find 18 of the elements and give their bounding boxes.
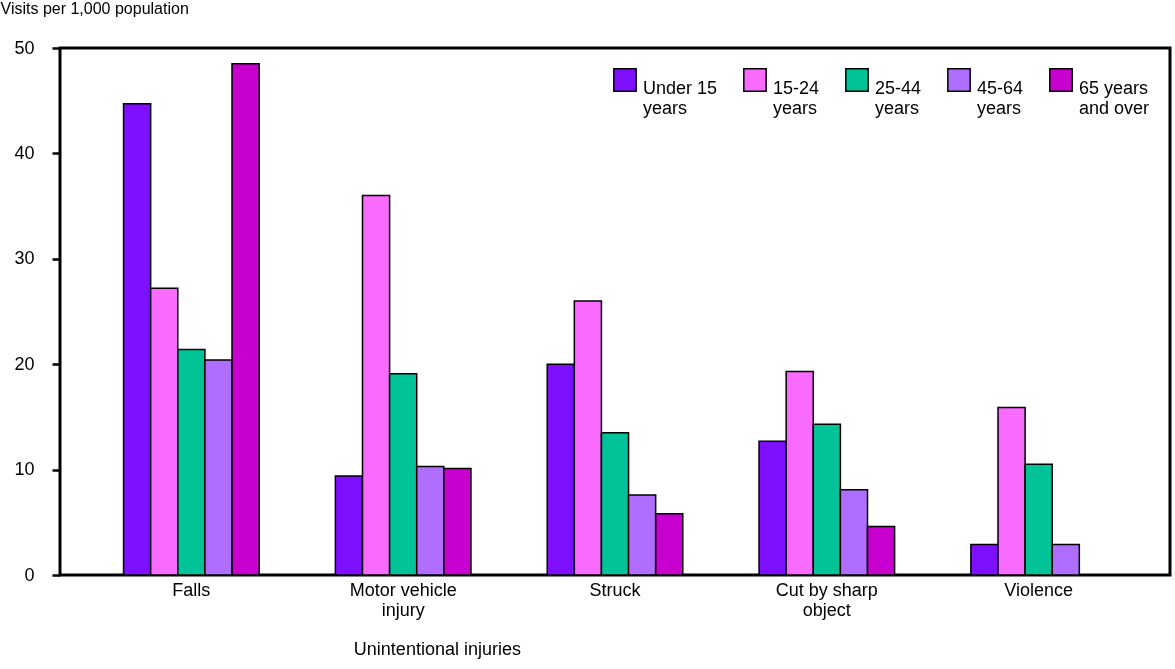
x-tick-label: Cut by sharp object (775, 579, 878, 620)
y-tick-label: 20 (14, 353, 35, 374)
x-tick-label: Violence (1004, 579, 1074, 600)
legend-label: 65 years and over (1079, 78, 1150, 118)
x-tick-label: Motor vehicle injury (349, 579, 457, 620)
x-tick-label: Falls (172, 579, 211, 600)
legend-label: 25-44 years (875, 78, 922, 118)
y-tick-label: 40 (14, 142, 35, 163)
text: Unintentional injuries (353, 639, 521, 659)
legend-label: 45-64 years (977, 78, 1024, 118)
legend-label: 15-24 years (773, 78, 820, 118)
y-tick-label: 30 (14, 248, 35, 269)
y-tick-label: 10 (14, 459, 35, 480)
legend-label: Under 15 years (643, 78, 718, 118)
y-tick-label: 0 (24, 564, 35, 585)
y-axis-title: Visits per 1,000 population (0, 0, 189, 17)
y-tick-label: 50 (14, 37, 35, 58)
x-tick-label: Struck (589, 579, 642, 600)
